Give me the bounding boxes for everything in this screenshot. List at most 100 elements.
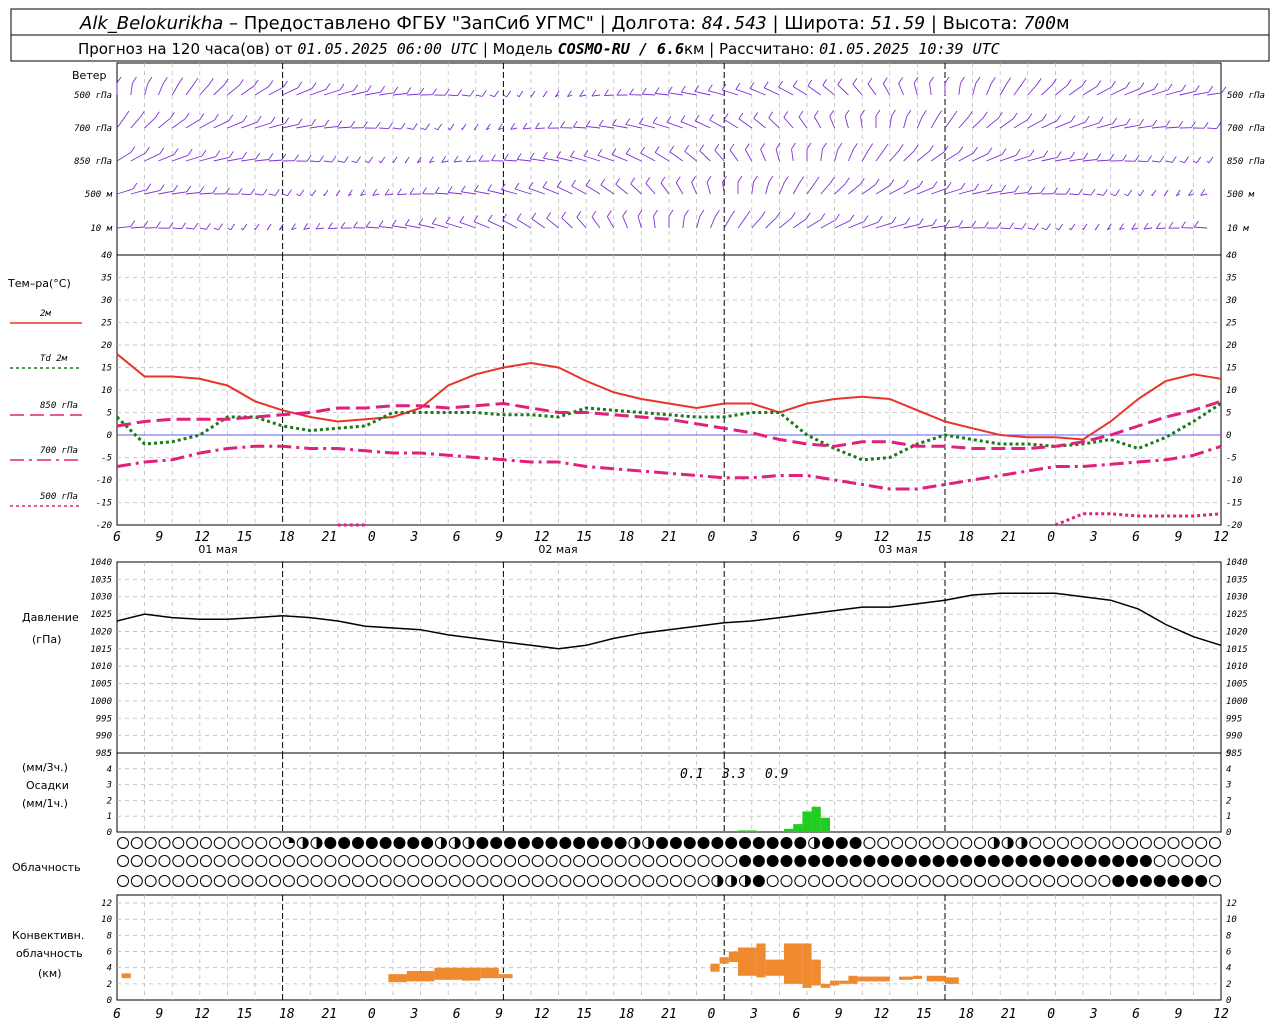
cloud-cover-symbol	[241, 875, 254, 887]
cloud-cover-symbol	[476, 875, 489, 887]
cloud-cover-symbol	[614, 855, 627, 867]
wind-barb-flag	[311, 82, 317, 89]
wind-barb	[351, 160, 357, 164]
wind-barb	[1165, 160, 1173, 163]
cloud-cover-fill	[753, 855, 765, 867]
wind-barb	[917, 224, 933, 229]
wind-barb	[625, 153, 642, 162]
wind-barb	[185, 83, 195, 96]
y-tick-label-left: 5	[107, 409, 112, 419]
wind-barb	[775, 149, 780, 162]
cloud-cover-symbol	[324, 855, 337, 867]
wind-barb-flag	[1165, 120, 1171, 127]
wind-barb-flag	[567, 90, 572, 97]
cloud-cover-symbol	[241, 837, 254, 849]
wind-barb	[1082, 159, 1097, 162]
wind-barb-flag	[1056, 114, 1062, 122]
cloud-cover-symbol	[559, 875, 572, 887]
precip-bar	[747, 830, 757, 832]
wind-barb	[556, 186, 573, 195]
wind-barb-flag	[699, 209, 705, 217]
wind-barb-flag	[737, 175, 743, 183]
y-tick-label-right: -20	[1226, 521, 1242, 531]
wind-barb	[291, 227, 297, 231]
cloud-cover-fill	[836, 837, 848, 849]
cloud-cover-fill	[288, 837, 295, 843]
y-tick-label-left: 1	[107, 812, 112, 822]
wind-barb-flag	[971, 220, 977, 228]
wind-barb	[379, 92, 394, 96]
cloud-cover-fill	[808, 855, 820, 867]
y-tick-label-right: 25	[1226, 319, 1237, 329]
cloud-cover-symbol	[1167, 855, 1180, 867]
wind-barb-flag	[360, 189, 365, 196]
cloud-cover-fill	[974, 855, 986, 867]
wind-barb-flag	[242, 151, 247, 159]
wind-barb-flag	[378, 220, 384, 227]
y-tick-label-left: 15	[101, 364, 112, 374]
wind-barb	[889, 115, 892, 129]
wind-barb	[296, 88, 313, 96]
wind-barb	[837, 84, 849, 96]
wind-barb-flag	[1119, 223, 1124, 230]
cloud-cover-symbol	[877, 837, 890, 849]
wind-barb	[172, 227, 182, 230]
wind-barb-flag	[380, 85, 385, 93]
wind-barb-flag	[820, 213, 826, 220]
wind-barb-flag	[1009, 222, 1014, 229]
wind-barb-flag	[1134, 154, 1140, 162]
y-tick-label-left: -10	[96, 476, 112, 486]
wind-barb-flag	[891, 216, 897, 224]
wind-barb-flag	[763, 81, 769, 89]
cloud-cover-symbol	[1126, 837, 1139, 849]
wind-barb-flag	[852, 143, 858, 150]
cloud-cover-symbol	[946, 837, 959, 849]
wind-barb-flag	[323, 189, 329, 197]
wind-barb	[365, 160, 369, 164]
wind-barb	[172, 191, 187, 195]
wind-barb-flag	[1196, 156, 1202, 164]
wind-barb	[834, 149, 839, 162]
x-tick-label: 9	[1175, 530, 1183, 545]
wind-barb-flag	[937, 110, 943, 117]
wind-barb-flag	[943, 145, 949, 153]
wind-barb	[916, 116, 923, 129]
conv-cloud-bar	[811, 959, 821, 986]
wind-barb-flag	[437, 123, 443, 131]
wind-barb-flag	[707, 84, 713, 91]
cloud-cover-symbol	[1112, 837, 1125, 849]
cloud-cover-fill	[1043, 855, 1055, 867]
conv-cloud-bar	[434, 967, 462, 980]
wind-barb	[1151, 126, 1166, 129]
cloud-cover-symbol	[490, 875, 503, 887]
y-tick-label-left: 0	[107, 828, 112, 838]
wind-barb-flag	[405, 218, 410, 226]
wind-barb-flag	[255, 152, 261, 160]
cloud-cover-symbol	[1015, 875, 1028, 887]
wind-barb-flag	[268, 80, 274, 87]
wind-barb-flag	[877, 216, 883, 223]
cloud-cover-symbol	[227, 855, 240, 867]
wind-barb-flag	[242, 115, 248, 122]
wind-barb-flag	[898, 77, 904, 84]
x-tick-label: 21	[1001, 530, 1017, 545]
wind-barb	[530, 158, 545, 162]
wind-barb-flag	[412, 123, 418, 130]
wind-barb	[1096, 123, 1113, 129]
wind-barb	[591, 94, 601, 97]
wind-barb-flag	[116, 76, 122, 84]
cloud-cover-fill	[933, 855, 945, 867]
wind-barb-flag	[1131, 223, 1137, 230]
wind-barb-flag	[1167, 83, 1173, 91]
wind-barb	[806, 182, 816, 195]
wind-barb	[429, 160, 435, 164]
wind-barb-flag	[481, 90, 487, 97]
temperature-lines	[115, 353, 1222, 527]
cloud-cover-symbol	[199, 855, 212, 867]
y-tick-label-right: 4	[1226, 964, 1231, 974]
wind-barb	[323, 89, 341, 96]
wind-barb-flag	[585, 179, 591, 186]
cloud-cover-symbol	[462, 875, 475, 887]
cloud-cover-symbol	[186, 855, 199, 867]
wind-barb	[561, 217, 573, 229]
